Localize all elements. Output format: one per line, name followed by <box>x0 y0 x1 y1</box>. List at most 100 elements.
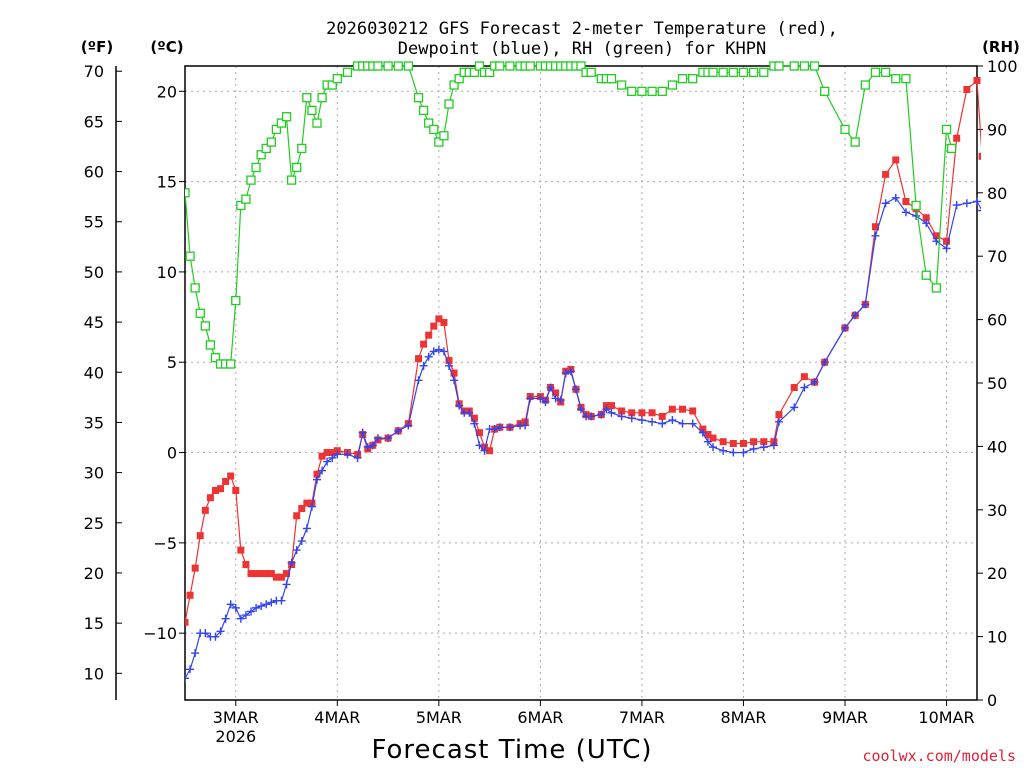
dewpoint-point <box>871 231 880 240</box>
temperature-point <box>800 373 808 381</box>
rh-point <box>840 124 850 135</box>
rh-point <box>231 295 241 306</box>
temperature-point <box>328 449 336 457</box>
dewpoint-point <box>952 201 961 210</box>
rh-point <box>850 137 860 147</box>
dewpoint-point <box>414 376 423 385</box>
dewpoint-point <box>257 602 266 611</box>
rh-point <box>276 118 287 128</box>
celsius-tick-label: 0 <box>167 444 177 463</box>
temperature-point <box>775 411 783 419</box>
rh-point <box>860 80 870 90</box>
dewpoint-point <box>201 629 210 638</box>
rh-point <box>210 352 221 363</box>
dewpoint-point <box>236 614 245 623</box>
dewpoint-point <box>221 614 230 623</box>
fahrenheit-tick-label: 50 <box>84 263 104 282</box>
temperature-point <box>475 429 483 437</box>
dewpoint-point <box>185 674 189 683</box>
rh-point <box>820 86 830 97</box>
fahrenheit-tick-label: 20 <box>84 564 104 583</box>
dewpoint-point <box>775 417 783 426</box>
celsius-tick-label: 15 <box>157 173 177 192</box>
fahrenheit-tick-label: 45 <box>84 313 104 332</box>
celsius-unit-label: (ºC) <box>150 38 183 56</box>
temperature-point <box>252 570 260 578</box>
rh-point <box>748 67 759 77</box>
temperature-point <box>552 389 560 397</box>
rh-point <box>505 61 515 71</box>
temperature-point <box>196 532 204 540</box>
rh-point <box>403 61 414 71</box>
dewpoint-point <box>602 405 611 414</box>
dewpoint-point <box>709 443 717 452</box>
rh-point <box>809 61 820 71</box>
rh-point <box>429 124 439 135</box>
rh-point <box>647 86 657 97</box>
rh-tick-label: 60 <box>987 311 1007 330</box>
rh-point <box>688 74 698 84</box>
dewpoint-point <box>424 352 433 361</box>
temperature-point <box>430 322 438 330</box>
rh-tick-label: 70 <box>987 247 1007 266</box>
dewpoint-point <box>318 466 327 475</box>
dewpoint-point <box>820 358 829 367</box>
temperature-point <box>293 512 301 520</box>
rh-point <box>728 67 738 77</box>
temperature-point <box>618 407 626 415</box>
temperature-point <box>257 570 265 578</box>
dewpoint-point <box>368 441 377 450</box>
rh-point <box>434 137 444 147</box>
rh-point <box>946 143 957 154</box>
celsius-tick-label: 5 <box>167 353 177 372</box>
dewpoint-point <box>475 441 484 450</box>
temperature-point <box>658 412 666 420</box>
rh-point <box>657 86 667 97</box>
rh-point <box>297 143 307 154</box>
dewpoint-point <box>211 632 220 641</box>
rh-point <box>738 67 749 77</box>
rh-point <box>616 80 627 90</box>
x-axis-label: Forecast Time (UTC) <box>371 735 652 765</box>
temperature-point <box>206 494 214 502</box>
temperature-point <box>963 85 971 93</box>
rh-point <box>931 283 942 293</box>
rh-point <box>677 74 688 84</box>
dewpoint-point <box>658 419 667 428</box>
temperature-point <box>902 197 910 205</box>
temperature-point <box>790 384 798 392</box>
grid-lines <box>185 66 977 700</box>
chart-title-line2: Dewpoint (blue), RH (green) for KHPN <box>398 39 766 59</box>
temperature-point <box>729 440 737 448</box>
dewpoint-point <box>942 244 951 253</box>
rh-point <box>870 67 881 77</box>
dewpoint-point <box>404 421 413 430</box>
dewpoint-point <box>445 361 453 370</box>
temperature-point <box>283 570 291 578</box>
x-tick-label: 3MAR <box>213 708 259 727</box>
dewpoint-point <box>719 446 728 455</box>
rh-tick-label: 0 <box>987 691 997 710</box>
temperature-point <box>871 223 879 231</box>
dewpoint-point <box>439 347 448 356</box>
dewpoint-point <box>490 425 499 434</box>
rh-point <box>266 137 276 147</box>
temperature-point <box>420 340 428 348</box>
x-tick-label: 9MAR <box>822 708 868 727</box>
rh-tick-label: 100 <box>987 57 1018 76</box>
rh-point <box>667 80 678 90</box>
dewpoint-point <box>419 361 428 370</box>
temperature-point <box>638 409 646 417</box>
rh-point <box>637 86 647 97</box>
rh-point <box>413 93 424 103</box>
rh-point <box>911 200 921 211</box>
temperature-point <box>185 618 189 626</box>
dewpoint-point <box>546 383 555 392</box>
dewpoint-point <box>566 367 575 376</box>
temperature-point <box>425 331 433 339</box>
rh-point <box>393 61 403 71</box>
dewpoint-point <box>252 603 261 612</box>
temperature-point <box>932 232 940 240</box>
